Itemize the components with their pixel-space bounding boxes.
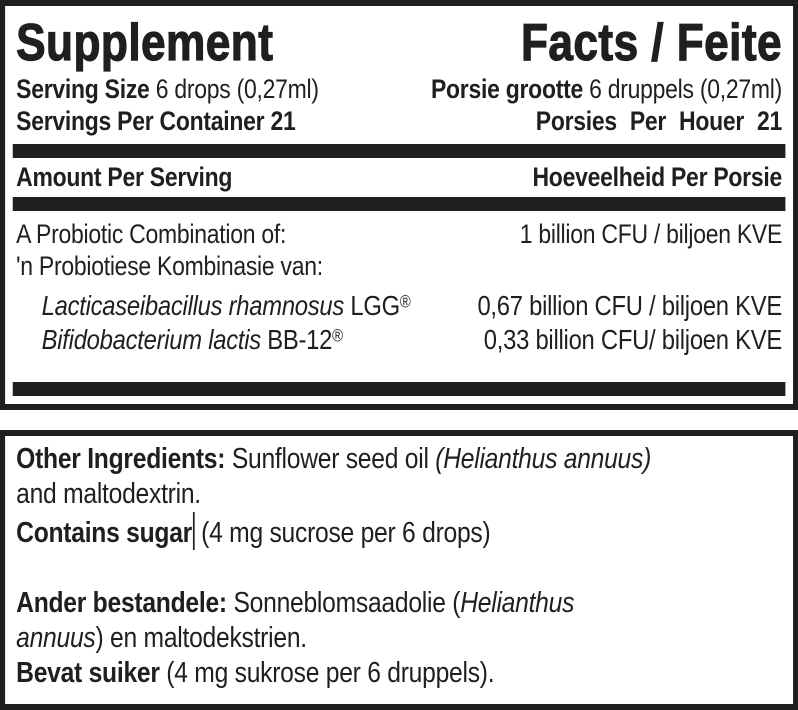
divider-bar-thick	[12, 144, 786, 159]
contains-sugar-text-en: (4 mg sucrose per 6 drops)	[201, 517, 491, 550]
strain-amount-lgg: 0,67 billion CFU / biljoen KVE	[477, 290, 782, 322]
text-cursor-artifact	[192, 512, 195, 551]
probiotic-combination-en: A Probiotic Combination of:	[16, 219, 287, 250]
amount-header-row: Amount Per Serving Hoeveelheid Per Porsi…	[16, 161, 782, 194]
serving-size-af-label: Porsie grootte	[430, 74, 583, 105]
other-ingredients-line-en: Other Ingredients: Sunflower seed oil (H…	[16, 442, 782, 477]
other-ingredients-line2-rest-af: ) en maltodekstrien.	[95, 622, 307, 655]
divider-bar-thick	[12, 197, 786, 212]
serving-size-af: Porsie grootte 6 druppels (0,27ml)	[431, 73, 782, 105]
strain-row-bb12: Bifidobacterium lactis BB-12® 0,33 billi…	[16, 323, 783, 357]
blank-line	[16, 551, 782, 586]
strain-amount-bb12: 0,33 billion CFU/ biljoen KVE	[483, 324, 782, 356]
supplement-facts-panel: Supplement Facts / Feite Serving Size 6 …	[0, 0, 798, 410]
contains-sugar-line-en: Contains sugar (4 mg sucrose per 6 drops…	[16, 512, 782, 551]
serving-size-en-label: Serving Size	[16, 74, 150, 105]
registered-mark: ®	[399, 291, 411, 312]
botanical-name-af-part2: annuus	[16, 622, 96, 655]
servings-per-container-af: Porsies Per Houer 21	[535, 106, 782, 137]
panel-title: Supplement Facts / Feite	[16, 13, 782, 73]
title-facts-feite: Facts / Feite	[520, 13, 782, 72]
strain-row-lgg: Lacticaseibacillus rhamnosus LGG® 0,67 b…	[16, 289, 783, 323]
other-ingredients-text-en: Sunflower seed oil	[231, 443, 429, 475]
strain-species-bb12: Bifidobacterium lactis	[41, 324, 262, 356]
other-ingredients-panel: Other Ingredients: Sunflower seed oil (H…	[0, 430, 798, 710]
amount-header-af: Hoeveelheid Per Porsie	[532, 162, 782, 193]
registered-mark: ®	[332, 325, 343, 346]
probiotic-combination-amount: 1 billion CFU / biljoen KVE	[519, 219, 783, 250]
other-ingredients-line-af: Ander bestandele: Sonneblomsaadolie (Hel…	[16, 586, 782, 621]
other-ingredients-line2-en: and maltodextrin.	[16, 478, 201, 510]
other-ingredients-label-en: Other Ingredients:	[16, 443, 226, 475]
other-ingredients-text-af: Sonneblomsaadolie (	[233, 587, 461, 620]
other-ingredients-line2-af: annuus) en maltodekstrien.	[16, 621, 782, 656]
probiotic-combination-af-row: 'n Probiotiese Kombinasie van:	[16, 250, 782, 282]
contains-sugar-label-en: Contains sugar	[16, 517, 193, 550]
strain-name-lgg: Lacticaseibacillus rhamnosus LGG®	[42, 289, 411, 323]
botanical-name-af-part1: Helianthus	[460, 587, 575, 620]
amount-header-en: Amount Per Serving	[16, 162, 233, 193]
serving-size-af-value: 6 druppels (0,27ml)	[589, 74, 782, 105]
panel-gap	[0, 410, 798, 430]
servings-per-container-row: Servings Per Container 21 Porsies Per Ho…	[16, 105, 782, 137]
probiotic-combination-af: 'n Probiotiese Kombinasie van:	[16, 251, 323, 282]
strain-code-bb12: BB-12	[267, 324, 333, 356]
serving-size-en: Serving Size 6 drops (0,27ml)	[16, 73, 319, 105]
strain-code-lgg: LGG	[350, 290, 400, 322]
divider-bar-thick	[12, 382, 786, 396]
strain-species-lgg: Lacticaseibacillus rhamnosus	[41, 290, 345, 322]
serving-size-row: Serving Size 6 drops (0,27ml) Porsie gro…	[16, 73, 782, 105]
serving-size-en-value: 6 drops (0,27ml)	[155, 74, 319, 105]
contains-sugar-line-af: Bevat suiker (4 mg sukrose per 6 druppel…	[16, 656, 782, 691]
botanical-name-en: (Helianthus annuus)	[435, 443, 652, 475]
title-supplement: Supplement	[16, 13, 274, 72]
contains-sugar-label-af: Bevat suiker	[16, 657, 160, 690]
strain-name-bb12: Bifidobacterium lactis BB-12®	[42, 323, 343, 357]
contains-sugar-text-af: (4 mg sukrose per 6 druppels).	[166, 657, 495, 690]
other-ingredients-label-af: Ander bestandele:	[16, 587, 227, 620]
servings-per-container-en: Servings Per Container 21	[16, 106, 296, 137]
probiotic-combination-row: A Probiotic Combination of: 1 billion CF…	[16, 218, 782, 250]
